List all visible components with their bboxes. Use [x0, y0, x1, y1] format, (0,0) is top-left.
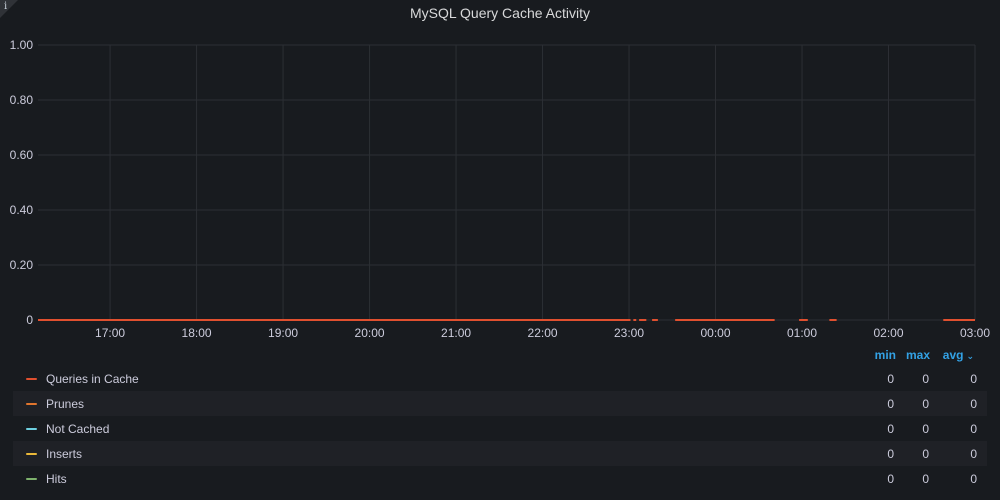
x-tick-label: 02:00	[873, 326, 903, 340]
legend-item[interactable]: Hits 0 0 0	[13, 466, 987, 491]
x-tick-label: 17:00	[95, 326, 125, 340]
y-tick-label: 0.60	[10, 148, 34, 162]
series-color-swatch[interactable]	[26, 427, 37, 430]
chart-area[interactable]: 0 0.20 0.40 0.60 0.80 1.00 17:00 18:00 19:00 20:0…	[0, 0, 1000, 345]
series-color-swatch[interactable]	[26, 402, 37, 405]
legend-value-avg: 0	[970, 396, 977, 411]
legend-series-name[interactable]: Inserts	[46, 446, 83, 461]
legend-item[interactable]: Not Cached 0 0 0	[13, 416, 987, 441]
x-tick-label: 21:00	[441, 326, 471, 340]
legend-header-min[interactable]: min	[874, 348, 896, 362]
x-tick-label: 00:00	[701, 326, 731, 340]
x-tick-label: 18:00	[182, 326, 212, 340]
legend: Queries in Cache 0 0 0 Prunes 0 0 0 Not …	[13, 366, 987, 491]
legend-value-min: 0	[887, 371, 894, 386]
legend-value-max: 0	[922, 396, 929, 411]
legend-value-max: 0	[922, 421, 929, 436]
legend-header-avg[interactable]: avg ⌄	[930, 348, 974, 362]
y-tick-label: 0.20	[10, 258, 34, 272]
legend-series-name[interactable]: Not Cached	[46, 421, 110, 436]
x-tick-label: 23:00	[614, 326, 644, 340]
panel-info-corner[interactable]	[0, 0, 18, 18]
y-tick-label: 0.40	[10, 203, 34, 217]
panel-title[interactable]: MySQL Query Cache Activity	[410, 5, 590, 21]
legend-header: min max avg ⌄	[872, 348, 974, 362]
legend-value-max: 0	[922, 446, 929, 461]
legend-value-min: 0	[887, 446, 894, 461]
y-tick-label: 0.80	[10, 93, 34, 107]
series-color-swatch[interactable]	[26, 477, 37, 480]
x-tick-label: 01:00	[787, 326, 817, 340]
legend-value-min: 0	[887, 396, 894, 411]
legend-value-avg: 0	[970, 421, 977, 436]
info-icon[interactable]: i	[4, 1, 8, 12]
legend-value-avg: 0	[970, 471, 977, 486]
series-color-swatch[interactable]	[26, 452, 37, 455]
x-tick-label: 22:00	[528, 326, 558, 340]
legend-value-avg: 0	[970, 371, 977, 386]
chevron-down-icon: ⌄	[966, 351, 974, 361]
legend-value-avg: 0	[970, 446, 977, 461]
legend-value-min: 0	[887, 471, 894, 486]
legend-item[interactable]: Queries in Cache 0 0 0	[13, 366, 987, 391]
y-tick-label: 1.00	[10, 38, 34, 52]
legend-value-min: 0	[887, 421, 894, 436]
x-tick-label: 20:00	[355, 326, 385, 340]
x-tick-label: 19:00	[268, 326, 298, 340]
x-tick-label: 03:00	[960, 326, 990, 340]
series-color-swatch[interactable]	[26, 377, 37, 380]
legend-item[interactable]: Prunes 0 0 0	[13, 391, 987, 416]
legend-header-max[interactable]: max	[905, 348, 930, 362]
legend-series-name[interactable]: Hits	[46, 471, 67, 486]
legend-header-avg-label: avg	[942, 348, 964, 362]
legend-series-name[interactable]: Queries in Cache	[46, 371, 139, 386]
legend-series-name[interactable]: Prunes	[46, 396, 85, 411]
legend-value-max: 0	[922, 371, 929, 386]
y-tick-label: 0	[26, 313, 33, 327]
legend-item[interactable]: Inserts 0 0 0	[13, 441, 987, 466]
legend-value-max: 0	[922, 471, 929, 486]
